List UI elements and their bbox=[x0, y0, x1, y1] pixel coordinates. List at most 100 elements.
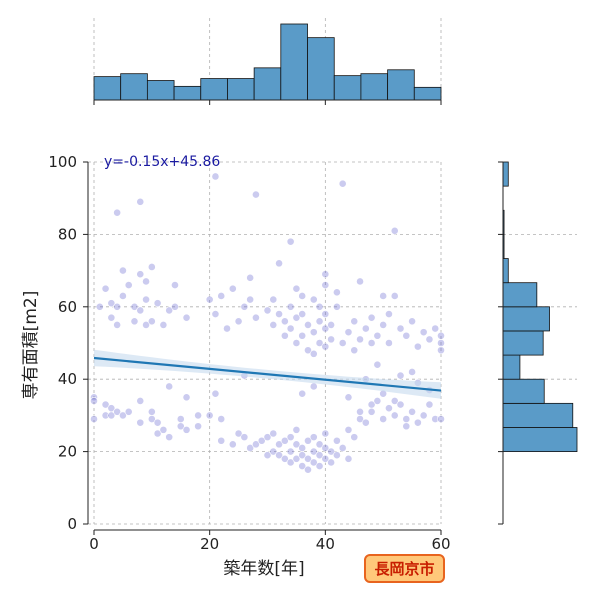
scatter-points bbox=[90, 172, 445, 474]
data-point bbox=[280, 331, 289, 340]
data-point bbox=[101, 400, 110, 409]
top-histogram-bar bbox=[173, 85, 202, 101]
y-tick-label: 40 bbox=[58, 370, 77, 388]
data-point bbox=[304, 465, 312, 474]
data-point bbox=[257, 436, 266, 445]
data-point bbox=[269, 429, 278, 438]
y-tick-label: 80 bbox=[58, 225, 77, 243]
data-point bbox=[292, 440, 301, 449]
data-point bbox=[142, 320, 150, 329]
y-axis-ticks: 0 20 40 60 80 100 bbox=[48, 153, 88, 533]
data-point bbox=[350, 317, 359, 326]
data-point bbox=[361, 324, 370, 333]
data-point bbox=[159, 320, 168, 329]
data-point bbox=[205, 411, 214, 420]
data-point bbox=[437, 346, 445, 355]
data-point bbox=[165, 433, 174, 442]
x-tick-label: 20 bbox=[200, 535, 219, 553]
data-point bbox=[252, 313, 260, 322]
x-tick-label: 60 bbox=[431, 535, 450, 553]
data-point bbox=[246, 295, 255, 304]
data-point bbox=[321, 429, 330, 438]
data-point bbox=[413, 418, 422, 427]
data-point bbox=[419, 411, 428, 420]
data-point bbox=[356, 407, 364, 416]
data-point bbox=[101, 284, 110, 293]
top-histogram-bar bbox=[227, 78, 255, 101]
data-point bbox=[223, 324, 231, 333]
data-point bbox=[194, 411, 202, 420]
x-tick-label: 40 bbox=[316, 535, 335, 553]
data-point bbox=[182, 313, 191, 322]
data-point bbox=[321, 454, 330, 463]
data-point bbox=[298, 292, 307, 300]
x-axis-title: 築年数[年] bbox=[223, 559, 304, 579]
data-point bbox=[408, 317, 416, 326]
data-point bbox=[396, 400, 405, 409]
data-point bbox=[246, 273, 255, 282]
data-point bbox=[182, 425, 191, 434]
data-point bbox=[269, 320, 278, 329]
data-point bbox=[280, 317, 289, 326]
data-point bbox=[315, 462, 324, 470]
data-point bbox=[165, 306, 174, 315]
data-point bbox=[147, 317, 156, 326]
right-histogram-bar bbox=[502, 306, 550, 332]
city-badge-label: 長岡京市 bbox=[374, 560, 434, 578]
data-point bbox=[338, 339, 347, 347]
data-point bbox=[119, 411, 127, 420]
data-point bbox=[217, 415, 226, 423]
data-point bbox=[367, 339, 376, 347]
data-point bbox=[425, 400, 434, 409]
data-point bbox=[280, 454, 289, 463]
data-point bbox=[269, 447, 278, 456]
y-tick-label: 60 bbox=[58, 298, 77, 316]
data-point bbox=[292, 454, 301, 463]
data-point bbox=[182, 393, 191, 402]
data-point bbox=[315, 302, 324, 311]
data-point bbox=[95, 302, 104, 311]
top-histogram-bar bbox=[146, 80, 175, 101]
data-point bbox=[332, 288, 341, 297]
data-point bbox=[373, 360, 382, 369]
data-point bbox=[338, 179, 347, 188]
data-point bbox=[309, 328, 318, 337]
data-point bbox=[408, 407, 416, 416]
right-histogram-bar bbox=[502, 282, 538, 308]
regression-line bbox=[93, 356, 442, 392]
data-point bbox=[153, 299, 162, 308]
data-point bbox=[205, 295, 214, 304]
data-point bbox=[292, 425, 301, 434]
data-point bbox=[286, 237, 295, 246]
data-point bbox=[367, 313, 376, 322]
data-point bbox=[153, 418, 162, 427]
data-point bbox=[275, 451, 283, 460]
data-point bbox=[390, 397, 399, 405]
data-point bbox=[390, 411, 399, 420]
top-histogram-bars bbox=[93, 23, 442, 101]
top-histogram-bar bbox=[200, 78, 228, 101]
data-point bbox=[107, 299, 116, 308]
x-tick-label: 0 bbox=[89, 535, 99, 553]
data-point bbox=[217, 436, 226, 445]
data-point bbox=[171, 281, 179, 289]
data-point bbox=[269, 295, 278, 304]
data-point bbox=[275, 259, 283, 268]
data-point bbox=[385, 339, 393, 347]
top-histogram-ticks bbox=[93, 100, 442, 105]
data-point bbox=[286, 433, 295, 442]
top-histogram-bar bbox=[333, 75, 362, 101]
data-point bbox=[228, 440, 237, 449]
data-point bbox=[385, 310, 393, 318]
right-histogram-bar bbox=[502, 161, 509, 187]
data-point bbox=[159, 425, 168, 434]
data-point bbox=[130, 317, 139, 326]
data-point bbox=[194, 422, 202, 431]
top-histogram-bar bbox=[253, 67, 282, 101]
data-point bbox=[90, 397, 98, 405]
right-histogram-bar bbox=[502, 258, 509, 284]
data-point bbox=[373, 331, 382, 340]
data-point bbox=[338, 444, 347, 452]
data-point bbox=[130, 302, 139, 311]
data-point bbox=[309, 433, 318, 442]
